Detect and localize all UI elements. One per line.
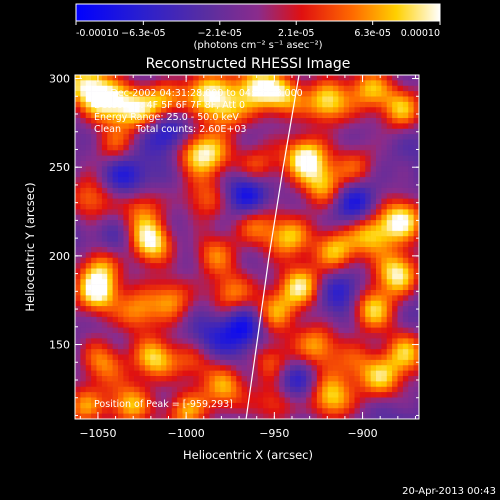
- y-tick-label: 250: [49, 161, 70, 174]
- image-area: [75, 75, 419, 419]
- colorbar-tick-label: −6.3e-05: [121, 28, 165, 39]
- image-pixels: [75, 75, 419, 419]
- chart-title: Reconstructed RHESSI Image: [146, 56, 351, 72]
- colorbar-tick-label: -0.00010: [76, 28, 119, 39]
- info-line-counts: Clean Total counts: 2.60E+03: [94, 124, 246, 135]
- y-tick-label: 150: [49, 339, 70, 352]
- info-line-detectors: Detectors: 4F 5F 6F 7F 8F, Att 0: [94, 100, 245, 111]
- plot-frame: [74, 74, 420, 420]
- solar-limb-curve: [245, 75, 300, 419]
- y-tick-label: 300: [49, 73, 70, 86]
- y-axis-label: Heliocentric Y (arcsec): [23, 182, 37, 311]
- peak-position-label: Position of Peak = [-959,293]: [94, 399, 233, 410]
- y-tick-label: 200: [49, 250, 70, 263]
- colorbar-tick-label: 0.00010: [401, 28, 440, 39]
- info-line-time: 2-Dec-2002 04:31:28.000 to 04:35:28.000: [101, 88, 303, 99]
- x-tick-label: −950: [259, 427, 289, 440]
- colorbar-unit-label: (photons cm⁻² s⁻¹ asec⁻²): [193, 40, 322, 51]
- x-axis-label: Heliocentric X (arcsec): [183, 448, 313, 462]
- colorbar-ticks: -0.00010 −6.3e-05 −2.1e-05 2.1e-05 6.3e-05 0.…: [75, 21, 441, 39]
- colorbar: [75, 3, 441, 22]
- colorbar-tick-label: 2.1e-05: [278, 28, 314, 39]
- colorbar-tick-label: 6.3e-05: [354, 28, 390, 39]
- colorbar-tick-label: −2.1e-05: [198, 28, 242, 39]
- info-line-energy: Energy Range: 25.0 - 50.0 keV: [94, 112, 239, 123]
- x-tick-label: −900: [347, 427, 377, 440]
- footer-timestamp: 20-Apr-2013 00:43: [402, 486, 496, 497]
- x-tick-label: −1000: [168, 427, 205, 440]
- x-tick-label: −1050: [79, 427, 116, 440]
- axis-ticks: −1050 −1000 −950 −900 150 200 250 300: [49, 73, 419, 440]
